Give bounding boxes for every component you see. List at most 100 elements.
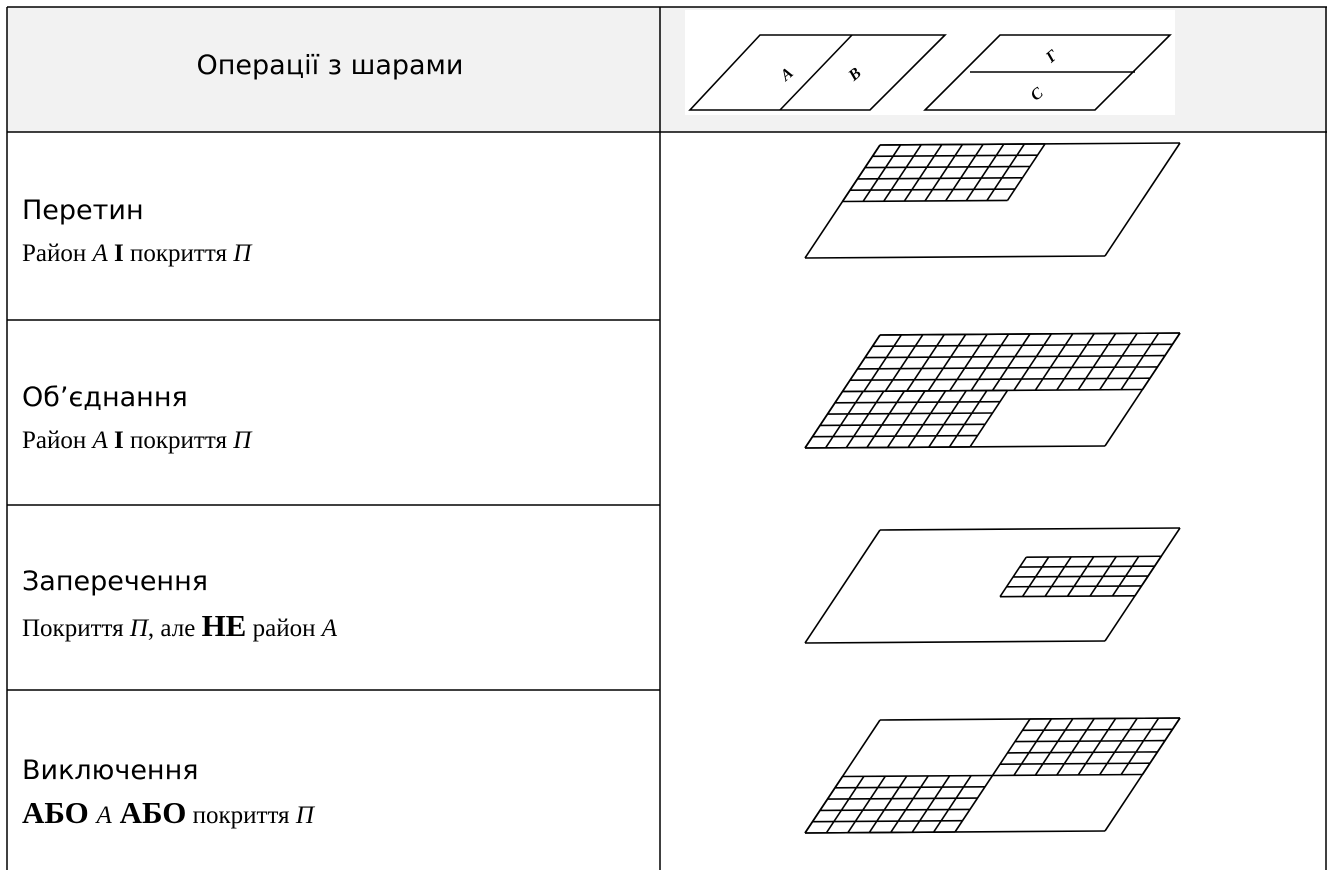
figure-line [911,775,951,833]
figure-line [1077,332,1117,391]
text: Район [22,240,93,267]
figure-line [999,556,1027,598]
grid [6,6,1327,870]
figure-line [1013,718,1053,776]
figure-line [1120,717,1160,776]
figure-line [845,390,885,449]
row-title: Виключення [22,755,199,786]
figure-line [1056,718,1095,776]
figure-line [1021,556,1050,597]
figure-line [890,775,929,833]
text: АБО [22,795,97,830]
figure-line [804,640,1106,644]
text: А [92,240,108,267]
figure-line [1034,718,1074,776]
text: Район [22,427,93,454]
figure-line [841,334,881,392]
row-description: Район А І покриття П [22,427,251,455]
header-figure [688,34,1172,111]
figure-line [819,808,971,812]
text: І [107,427,124,454]
text: П [129,615,148,642]
layer-figure [804,527,1181,644]
figure-line [866,390,906,449]
layer-figure [804,332,1181,449]
figure-line [1056,333,1095,391]
figure-line [999,762,1151,765]
text: , але [147,615,202,642]
figure-line [868,775,908,834]
figure-line [1034,333,1074,391]
header-figure-background [685,10,1175,115]
figure-line [907,390,947,448]
figure-line [991,333,1031,391]
figure-line [927,333,967,392]
figure-line [1098,717,1138,776]
figure-line [886,390,926,448]
figure-line [1089,556,1117,597]
figure-line [1044,556,1072,597]
figure-line [1022,728,1173,732]
figure-line [1120,332,1160,391]
figure-line [804,529,881,644]
layer-figure [804,142,1181,259]
figure-line [841,144,881,202]
figure-line [986,143,1026,201]
figure-line [948,333,988,392]
figure-line [969,389,1009,448]
figure-line [954,775,994,833]
figure-line [862,144,902,202]
figure-line [992,773,1143,777]
figure-line [824,390,864,449]
row-description: Район А І покриття П [22,240,251,268]
figure-line [847,775,887,834]
figure-line [1013,333,1053,391]
figure-line [879,527,1181,531]
text: П [295,802,314,829]
figure-line [1014,739,1166,743]
figure-line [906,334,945,392]
text: НЕ [201,608,247,643]
figure-line [1077,717,1117,776]
figure-line [1007,751,1158,754]
text: покриття [123,240,234,267]
figure-line [1141,717,1181,775]
row-title: Об’єднання [22,382,188,413]
row-description: АБО А АБО покриття П [22,795,314,831]
figure-line [1098,332,1138,391]
figure-line [1066,556,1095,597]
figure-line [827,797,978,800]
figure-line [948,390,988,448]
row-title: Перетин [22,195,144,226]
figure-line [842,774,993,778]
text: А [321,615,337,642]
figure-line [1006,143,1046,201]
figures [804,142,1181,834]
figure-line [1141,332,1181,390]
text: Покриття [22,615,130,642]
figure-line [924,144,964,202]
text: А [92,427,108,454]
figure-line [970,333,1010,392]
row-description: Покриття П, але НЕ район А [22,608,337,644]
figure-line [884,334,924,392]
text: П [233,240,252,267]
figure-line [825,775,865,834]
figure-line [834,786,986,789]
figure-line [804,831,956,834]
figure-line [1111,555,1140,597]
figure-line [944,143,984,202]
text: покриття [123,427,234,454]
figure-line [928,390,967,448]
text: АБО [111,795,187,830]
figure-line [932,775,972,833]
text: район [246,615,322,642]
figure-line [991,718,1031,776]
figure-line [1134,555,1162,597]
figure-line [863,334,903,392]
text: покриття [186,802,296,829]
figure-line [804,776,844,834]
figure-line [812,819,963,823]
